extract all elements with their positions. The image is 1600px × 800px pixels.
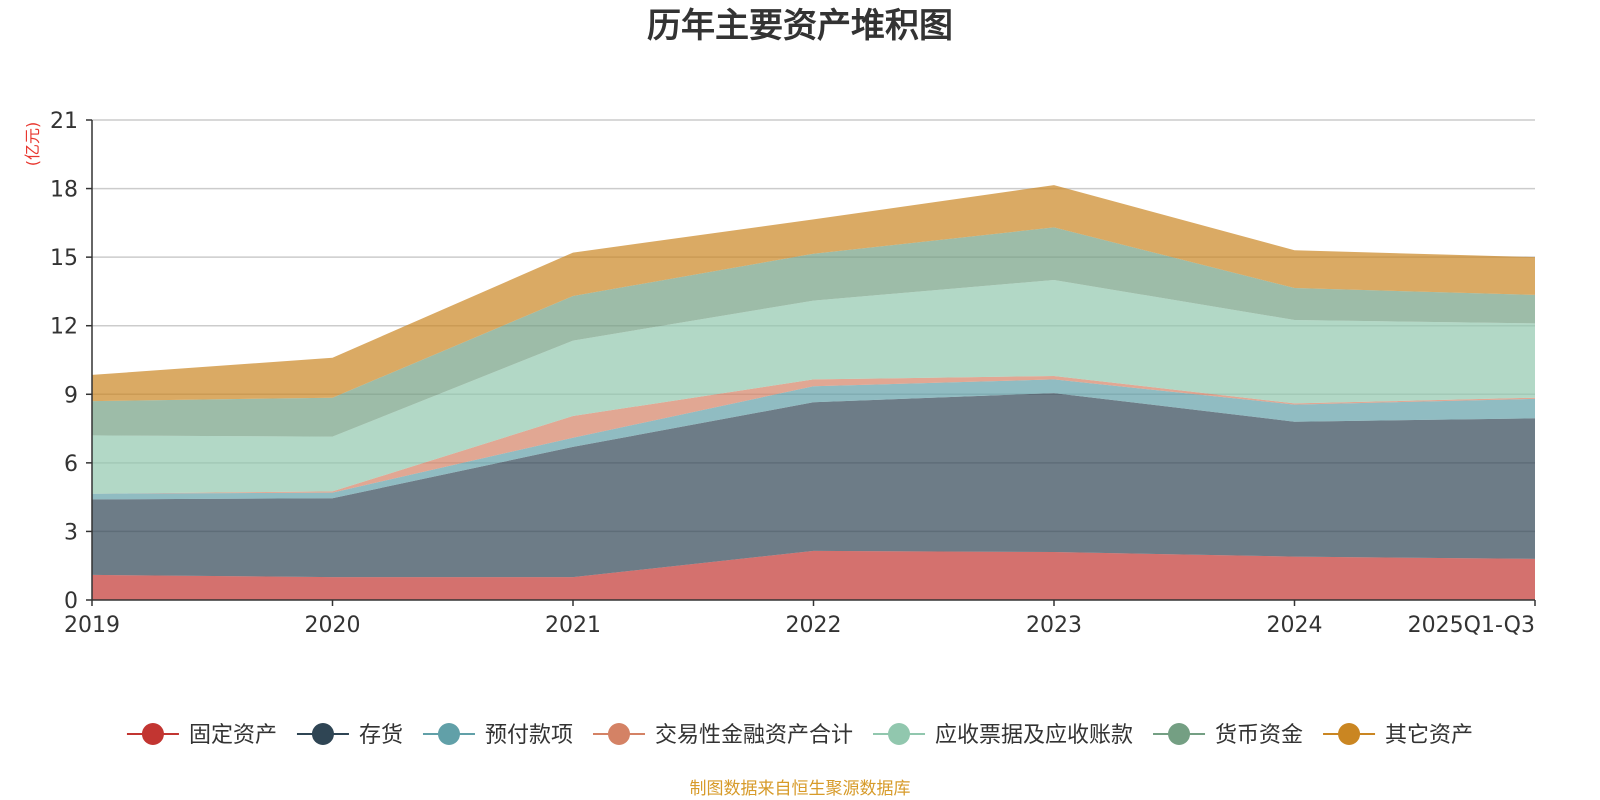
source-note: 制图数据来自恒生聚源数据库 <box>690 779 911 799</box>
legend-label: 货币资金 <box>1215 723 1303 748</box>
legend-item[interactable]: 交易性金融资产合计 <box>592 723 853 748</box>
legend-item[interactable]: 其它资产 <box>1323 723 1473 748</box>
x-tick-label: 2023 <box>1026 613 1082 638</box>
x-tick-label: 2025Q1-Q3 <box>1408 613 1535 638</box>
area-series-5 <box>92 280 1535 494</box>
legend-circle-marker <box>1338 723 1361 745</box>
legend-circle-marker <box>1168 723 1191 745</box>
legend-item[interactable]: 货币资金 <box>1153 723 1303 748</box>
area-series-3 <box>92 379 1535 500</box>
legend-label: 交易性金融资产合计 <box>655 723 853 748</box>
legend: 固定资产 存货 预付款项 交易性金融资产合计 应收票据及应收账款 货币资金 其它资产 <box>126 723 1473 748</box>
legend-label: 其它资产 <box>1385 723 1473 748</box>
area-series-7 <box>92 185 1535 402</box>
area-series-6 <box>92 227 1535 437</box>
area-series-4 <box>92 376 1535 494</box>
chart-title: 历年主要资产堆积图 <box>647 6 953 46</box>
legend-item[interactable]: 预付款项 <box>422 723 573 748</box>
y-tick-label: 15 <box>50 246 78 271</box>
x-tick-label: 2024 <box>1267 613 1323 638</box>
legend-item[interactable]: 固定资产 <box>126 723 277 748</box>
area-series-group <box>92 185 1535 600</box>
legend-circle-marker <box>888 723 911 745</box>
y-tick-label: 18 <box>50 178 78 203</box>
x-tick-label: 2021 <box>545 613 601 638</box>
legend-label: 应收票据及应收账款 <box>935 723 1133 748</box>
y-tick-label: 21 <box>50 109 78 134</box>
legend-label: 固定资产 <box>189 723 277 748</box>
y-tick-label: 9 <box>64 383 78 408</box>
x-tick-label: 2020 <box>305 613 361 638</box>
axes: 0 3 6 9 12 15 18 21 2019 2020 2021 2022 2023 2024 2025… <box>50 109 1536 638</box>
legend-label: 存货 <box>359 723 403 748</box>
area-series-2 <box>92 393 1535 578</box>
y-tick-label: 0 <box>64 589 78 614</box>
legend-circle-marker <box>437 723 460 745</box>
y-tick-label: 12 <box>50 315 78 340</box>
legend-circle-marker <box>141 723 164 745</box>
y-tick-label: 6 <box>64 452 78 477</box>
legend-label: 预付款项 <box>485 723 573 748</box>
area-series-1 <box>92 550 1535 600</box>
y-axis-unit-label: (亿元) <box>23 122 42 167</box>
legend-circle-marker <box>607 723 630 745</box>
y-tick-label: 3 <box>64 520 78 545</box>
legend-item[interactable]: 存货 <box>296 723 403 748</box>
x-tick-label: 2022 <box>786 613 842 638</box>
legend-circle-marker <box>311 723 334 745</box>
legend-item[interactable]: 应收票据及应收账款 <box>873 723 1133 748</box>
x-tick-label: 2019 <box>64 613 120 638</box>
